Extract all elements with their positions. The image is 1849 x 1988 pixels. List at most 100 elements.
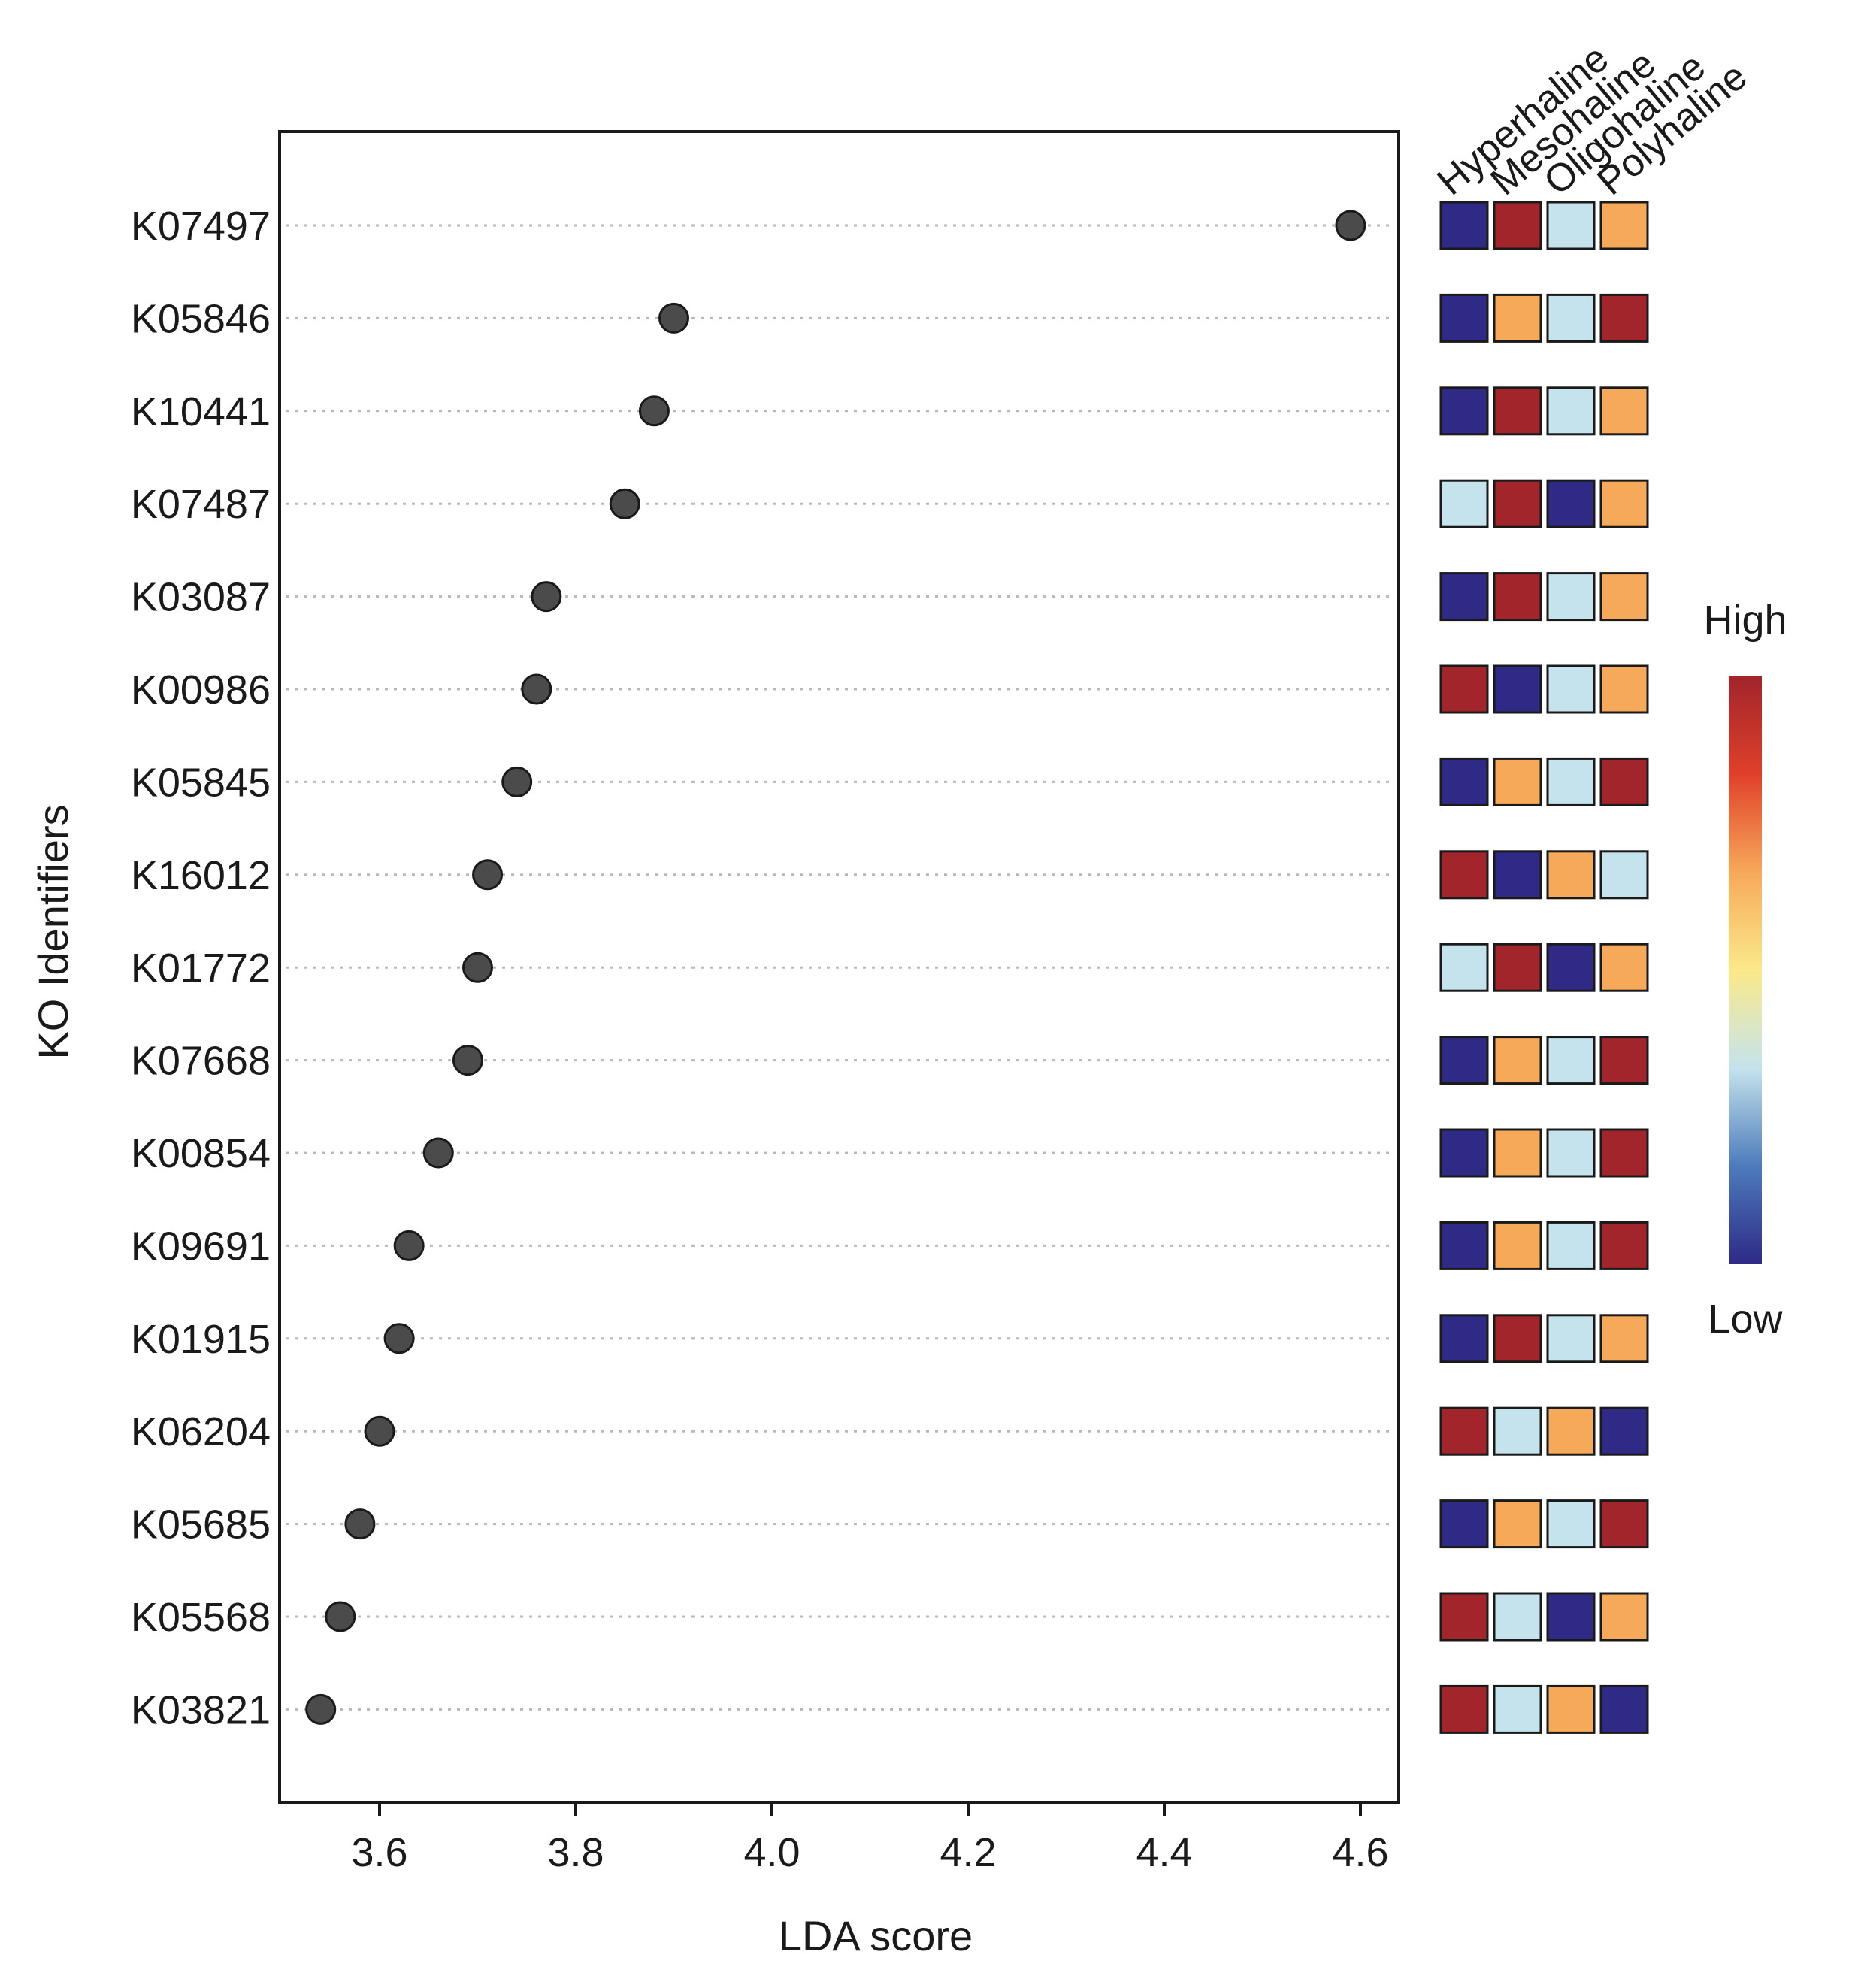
heatmap-cell <box>1599 293 1649 343</box>
y-tick-label: K00986 <box>131 667 271 713</box>
heatmap-cell <box>1599 1314 1649 1363</box>
heatmap-cell <box>1493 1499 1542 1549</box>
y-tick-label: K05685 <box>131 1502 271 1548</box>
heatmap-cell <box>1439 293 1489 343</box>
heatmap-cell <box>1546 293 1596 343</box>
y-tick-label: K07497 <box>131 204 271 249</box>
heatmap-cell <box>1546 386 1596 436</box>
heatmap-cell <box>1439 1128 1489 1178</box>
y-tick-label: K09691 <box>131 1224 271 1269</box>
heatmap-cell <box>1439 664 1489 714</box>
heatmap-cell <box>1546 479 1596 528</box>
heatmap-cell <box>1599 664 1649 714</box>
data-point <box>422 1137 454 1169</box>
data-point <box>501 766 533 797</box>
heatmap-cell <box>1493 293 1542 343</box>
data-point <box>364 1415 395 1447</box>
heatmap-cell <box>1599 1592 1649 1642</box>
y-tick-label: K00854 <box>131 1131 271 1176</box>
data-point <box>452 1045 483 1076</box>
data-point <box>383 1323 415 1354</box>
y-tick-label: K06204 <box>131 1409 271 1454</box>
y-tick-label: K01915 <box>131 1317 271 1362</box>
y-tick-label: K07668 <box>131 1039 271 1084</box>
heatmap-cell <box>1439 572 1489 622</box>
legend-color-bar <box>1729 676 1762 1264</box>
data-point <box>1335 210 1366 241</box>
y-tick-label: K01772 <box>131 946 271 991</box>
heatmap-cell <box>1439 386 1489 436</box>
heatmap-cell <box>1546 1314 1596 1363</box>
data-point <box>609 488 640 519</box>
y-axis-title: KO Identifiers <box>29 804 77 1059</box>
heatmap-cell <box>1439 1314 1489 1363</box>
heatmap-cell <box>1599 1684 1649 1734</box>
data-point <box>462 952 493 983</box>
heatmap-cell <box>1493 1592 1542 1642</box>
heatmap-cell <box>1599 1499 1649 1549</box>
data-point <box>521 673 552 705</box>
x-axis-title: LDA score <box>779 1912 973 1959</box>
heatmap-cell <box>1599 1406 1649 1456</box>
data-point <box>305 1693 337 1725</box>
heatmap-cell <box>1599 850 1649 900</box>
data-point <box>344 1508 376 1540</box>
heatmap-cell <box>1546 850 1596 900</box>
heatmap-cell <box>1546 572 1596 622</box>
heatmap-cell <box>1493 1406 1542 1456</box>
x-tick-label: 4.0 <box>743 1830 800 1875</box>
grid-layer <box>286 224 1392 1711</box>
y-tick-label: K03821 <box>131 1687 271 1732</box>
data-point <box>325 1601 356 1632</box>
x-tick-label: 4.2 <box>940 1830 996 1875</box>
heatmap-group-labels: HyperhalineMesohalineOligohalinePolyhali… <box>1429 36 1755 204</box>
heatmap-cell <box>1493 757 1542 806</box>
heatmap-cell <box>1493 201 1542 250</box>
heatmap-cell <box>1599 201 1649 250</box>
heatmap-cell <box>1439 479 1489 528</box>
heatmap-cell <box>1599 572 1649 622</box>
y-tick-label: K05846 <box>131 296 271 341</box>
heatmap-cell <box>1546 1221 1596 1270</box>
y-axis-labels: K07497 K05846 K10441 K07487 K03087 K00986 K058… <box>131 204 271 1732</box>
heatmap-cell <box>1439 1406 1489 1456</box>
y-tick-label: K16012 <box>131 853 271 898</box>
heatmap-cell <box>1546 1592 1596 1642</box>
heatmap-cell <box>1493 386 1542 436</box>
x-tick-label: 3.8 <box>547 1830 604 1875</box>
heatmap-cell <box>1439 1499 1489 1549</box>
y-tick-label: K10441 <box>131 389 271 434</box>
data-point <box>638 395 670 427</box>
heatmap-cell <box>1546 757 1596 806</box>
heatmap-cell <box>1546 1128 1596 1178</box>
heatmap-cell <box>1493 1314 1542 1363</box>
heatmap-cell <box>1439 1684 1489 1734</box>
heatmap-cell <box>1493 572 1542 622</box>
y-tick-label: K03087 <box>131 575 271 620</box>
heatmap-cell <box>1439 1221 1489 1270</box>
heatmap-cell <box>1493 943 1542 992</box>
legend-low-label: Low <box>1708 1297 1783 1342</box>
data-point <box>531 581 562 613</box>
y-tick-label: K05568 <box>131 1595 271 1640</box>
heatmap-cell <box>1493 1128 1542 1178</box>
heatmap-cell <box>1439 943 1489 992</box>
points-layer <box>305 210 1366 1725</box>
heatmap-cell <box>1439 850 1489 900</box>
heatmap-cell <box>1439 757 1489 806</box>
heatmap-cell <box>1546 1684 1596 1734</box>
data-point <box>658 302 689 334</box>
heatmap-cell <box>1493 664 1542 714</box>
heatmap-cell <box>1493 479 1542 528</box>
heatmap-cell <box>1599 1036 1649 1085</box>
y-tick-label: K05845 <box>131 760 271 805</box>
heatmap-cell <box>1599 943 1649 992</box>
color-legend: High Low <box>1703 598 1787 1342</box>
heatmap-cell <box>1546 1406 1596 1456</box>
y-tick-label: K07487 <box>131 482 271 527</box>
heatmap-cell <box>1493 850 1542 900</box>
heatmap-cell <box>1439 1036 1489 1085</box>
heatmap-cell <box>1599 386 1649 436</box>
plot-frame <box>278 130 1400 1804</box>
legend-high-label: High <box>1703 598 1787 643</box>
